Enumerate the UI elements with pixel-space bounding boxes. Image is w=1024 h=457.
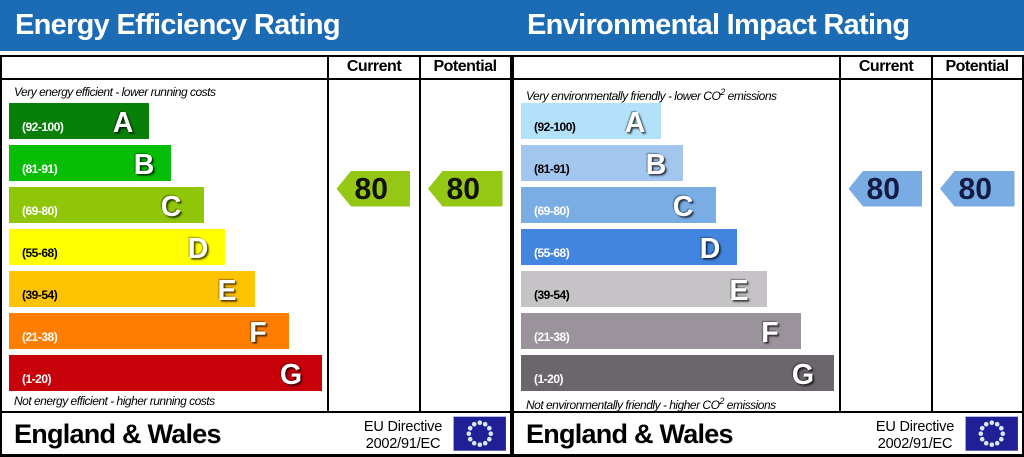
svg-text:80: 80: [867, 171, 901, 206]
svg-text:80: 80: [355, 171, 389, 206]
svg-text:80: 80: [959, 171, 993, 206]
svg-text:80: 80: [447, 171, 481, 206]
